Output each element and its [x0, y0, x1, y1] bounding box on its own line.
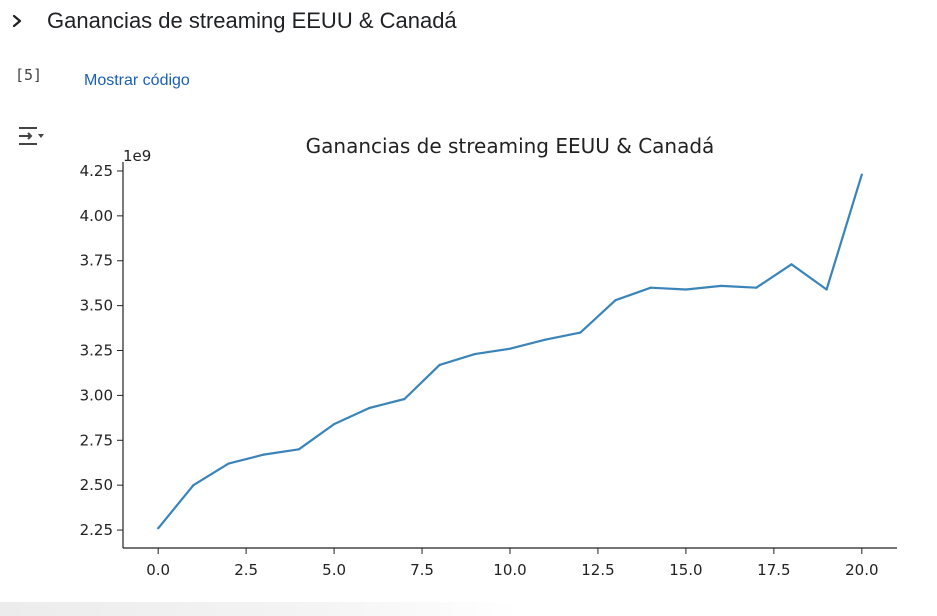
data-point — [473, 353, 476, 356]
output-collapse-icon[interactable] — [16, 124, 46, 148]
chart-title: Ganancias de streaming EEUU & Canadá — [306, 134, 715, 158]
y-tick-label: 3.75 — [80, 252, 113, 270]
y-tick-label: 2.50 — [80, 476, 113, 494]
x-tick-label: 0.0 — [146, 561, 170, 579]
x-tick-label: 12.5 — [581, 561, 614, 579]
x-tick-label: 5.0 — [322, 561, 346, 579]
data-point — [192, 484, 195, 487]
data-point — [684, 288, 688, 291]
section-title: Ganancias de streaming EEUU & Canadá — [47, 8, 457, 33]
data-point — [403, 397, 406, 401]
data-point — [438, 363, 441, 366]
x-tick-label: 2.5 — [234, 561, 258, 579]
horizontal-scrollbar[interactable] — [0, 602, 520, 616]
data-point — [790, 263, 793, 266]
chevron-right-icon[interactable] — [9, 11, 25, 31]
data-point — [614, 299, 617, 302]
y-tick-label: 2.75 — [80, 431, 113, 449]
data-point — [649, 286, 652, 289]
data-point — [157, 527, 160, 530]
x-tick-label: 20.0 — [845, 561, 878, 579]
series-line — [157, 174, 863, 529]
x-tick-label: 17.5 — [757, 561, 790, 579]
line-chart: Ganancias de streaming EEUU & Canadá 1e9 2… — [80, 134, 897, 579]
data-point — [579, 331, 582, 334]
data-point — [508, 347, 512, 350]
data-point — [825, 288, 828, 291]
data-point — [860, 173, 863, 176]
y-tick-label: 3.00 — [80, 386, 113, 404]
x-tick-label: 7.5 — [410, 561, 434, 579]
y-tick-label: 3.50 — [80, 297, 113, 315]
show-code-link[interactable]: Mostrar código — [84, 72, 190, 89]
y-tick-label: 4.25 — [80, 162, 113, 180]
x-tick-label: 10.0 — [493, 561, 526, 579]
x-tick-label: 15.0 — [669, 561, 702, 579]
data-point — [544, 338, 547, 341]
y-tick-label: 3.25 — [80, 342, 113, 360]
data-point — [332, 423, 336, 426]
execution-count: [5] — [15, 66, 43, 84]
axis-offset-label: 1e9 — [123, 147, 151, 165]
data-point — [227, 462, 230, 465]
data-point — [719, 284, 723, 287]
data-point — [262, 453, 265, 456]
y-tick-label: 2.25 — [80, 521, 113, 539]
data-point — [755, 286, 758, 289]
data-point — [297, 448, 301, 451]
y-tick-label: 4.00 — [80, 207, 113, 225]
data-point — [368, 406, 371, 410]
section-header: Ganancias de streaming EEUU & Canadá — [0, 0, 937, 44]
